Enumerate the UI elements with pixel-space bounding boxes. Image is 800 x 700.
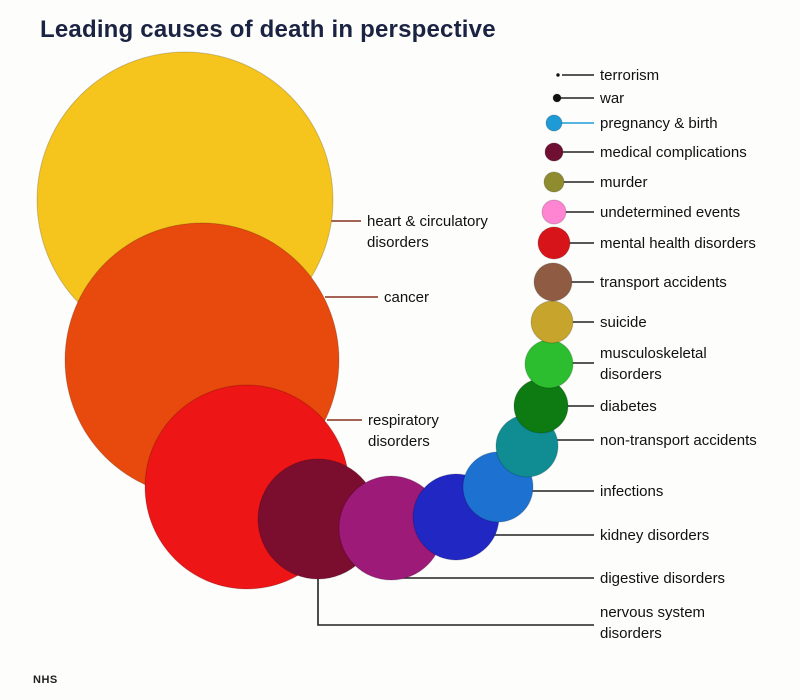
label-murder: murder [600, 174, 648, 191]
label-nervous-system: nervous system disorders [600, 604, 705, 642]
bubble-pregnancy-birth [545, 114, 563, 132]
label-digestive: digestive disorders [600, 570, 725, 587]
label-undetermined-events: undetermined events [600, 204, 740, 221]
label-kidney: kidney disorders [600, 527, 709, 544]
bubble-musculoskeletal [524, 339, 574, 389]
label-heart-circulatory: heart & circulatory disorders [367, 213, 488, 251]
bubble-terrorism [555, 72, 561, 78]
label-war: war [599, 90, 624, 107]
label-suicide: suicide [600, 314, 647, 331]
label-diabetes: diabetes [600, 398, 657, 415]
label-mental-health: mental health disorders [600, 235, 756, 252]
nhs-logo-text: NHS [33, 674, 58, 686]
bubble-suicide [530, 300, 574, 344]
label-cancer: cancer [384, 289, 429, 306]
bubble-medical-complications [544, 142, 564, 162]
label-transport-accidents: transport accidents [600, 274, 727, 291]
label-pregnancy-birth: pregnancy & birth [600, 115, 718, 132]
bubble-undetermined-events [541, 199, 567, 225]
bubble-murder [543, 171, 565, 193]
label-respiratory: respiratory disorders [368, 412, 439, 450]
bubble-transport-accidents [533, 262, 573, 302]
label-non-transport-accidents: non-transport accidents [600, 432, 757, 449]
chart-title: Leading causes of death in perspective [40, 16, 496, 43]
label-musculoskeletal: musculoskeletal disorders [600, 345, 707, 383]
label-infections: infections [600, 483, 663, 500]
label-medical-complications: medical complications [600, 144, 747, 161]
bubble-mental-health [537, 226, 571, 260]
label-terrorism: terrorism [600, 67, 659, 84]
bubble-war [552, 93, 562, 103]
